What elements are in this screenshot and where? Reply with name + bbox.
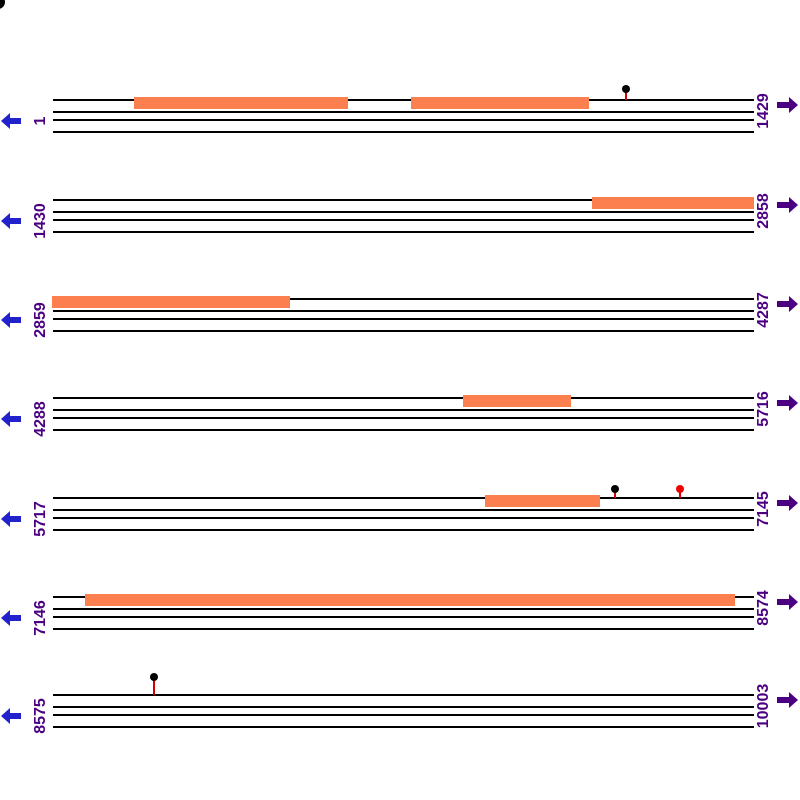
- track-start-coordinate: 5717: [32, 501, 49, 537]
- orf-bar: [85, 594, 735, 606]
- orf-bar: [134, 97, 348, 109]
- frame-line: [53, 298, 754, 300]
- right-arrow-icon: [777, 495, 798, 511]
- frame-line: [53, 616, 754, 618]
- frame-line: [53, 509, 754, 511]
- frame-line: [53, 429, 754, 431]
- right-arrow-icon: [777, 97, 798, 113]
- frame-line: [53, 318, 754, 320]
- frame-line: [53, 608, 754, 610]
- track-end-coordinate: 1429: [755, 93, 772, 129]
- frame-line: [53, 330, 754, 332]
- marker-stem: [153, 677, 155, 695]
- track-start-coordinate: 1430: [32, 203, 49, 239]
- frame-line: [53, 211, 754, 213]
- right-arrow-icon: [777, 296, 798, 312]
- right-arrow-icon: [777, 395, 798, 411]
- orf-bar: [463, 395, 571, 407]
- orf-bar: [52, 296, 290, 308]
- frame-line: [53, 714, 754, 716]
- frame-line: [53, 231, 754, 233]
- orf-bar: [485, 495, 600, 507]
- track-start-coordinate: 7146: [32, 600, 49, 636]
- marker-dot: [150, 673, 158, 681]
- marker-stem: [614, 489, 616, 498]
- frame-line: [53, 726, 754, 728]
- frame-line: [53, 529, 754, 531]
- track-end-coordinate: 10003: [755, 683, 772, 729]
- frame-line: [53, 199, 754, 201]
- track-start-coordinate: 1: [32, 116, 49, 126]
- left-arrow-icon: [1, 411, 21, 427]
- frame-line: [53, 517, 754, 519]
- frame-line: [53, 131, 754, 133]
- frame-line: [53, 111, 754, 113]
- frame-line: [53, 409, 754, 411]
- left-arrow-icon: [1, 113, 21, 129]
- orf-bar: [592, 197, 754, 209]
- frame-line: [53, 628, 754, 630]
- clipped-marker-dot: [0, 0, 5, 9]
- right-arrow-icon: [777, 197, 798, 213]
- frame-line: [53, 397, 754, 399]
- orf-bar: [411, 97, 589, 109]
- frame-line: [53, 219, 754, 221]
- track-start-coordinate: 2859: [32, 302, 49, 338]
- frame-line: [53, 706, 754, 708]
- right-arrow-icon: [777, 594, 798, 610]
- frame-line: [53, 417, 754, 419]
- frame-line: [53, 310, 754, 312]
- track-end-coordinate: 8574: [755, 590, 772, 626]
- frame-line: [53, 497, 754, 499]
- right-arrow-icon: [777, 692, 798, 708]
- track-start-coordinate: 4288: [32, 401, 49, 437]
- left-arrow-icon: [1, 312, 21, 328]
- left-arrow-icon: [1, 610, 21, 626]
- track-end-coordinate: 2858: [755, 193, 772, 229]
- track-end-coordinate: 4287: [755, 292, 772, 328]
- track-end-coordinate: 7145: [755, 491, 772, 527]
- frame-line: [53, 119, 754, 121]
- marker-dot: [676, 485, 684, 493]
- marker-dot: [622, 85, 630, 93]
- frame-line: [53, 99, 754, 101]
- marker-dot: [611, 485, 619, 493]
- marker-stem: [625, 89, 627, 100]
- left-arrow-icon: [1, 213, 21, 229]
- left-arrow-icon: [1, 708, 21, 724]
- track-start-coordinate: 8575: [32, 698, 49, 734]
- left-arrow-icon: [1, 511, 21, 527]
- marker-stem: [679, 489, 681, 498]
- frame-line: [53, 694, 754, 696]
- track-end-coordinate: 5716: [755, 391, 772, 427]
